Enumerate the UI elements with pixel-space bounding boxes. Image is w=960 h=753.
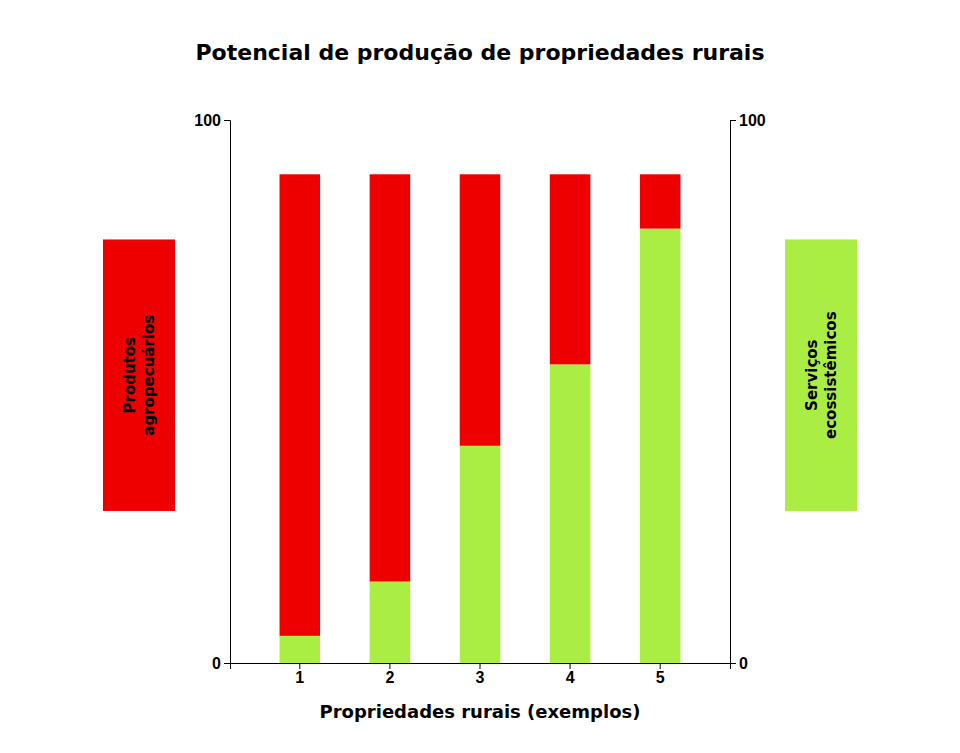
- bar-segment: [370, 174, 411, 581]
- title: Potencial de produção de propriedades ru…: [195, 40, 764, 65]
- y2-tick: 100: [730, 112, 766, 129]
- bar-segment: [640, 174, 681, 228]
- x-tick: 5: [656, 663, 665, 686]
- x-axis: 1 2 3 4 5: [231, 663, 731, 686]
- legend-label-line: ecossistêmicos: [822, 311, 840, 439]
- x-tick-mark: [389, 663, 390, 669]
- bar-segment: [280, 636, 321, 663]
- y2-tick-label: 0: [739, 655, 748, 672]
- bar-series: [280, 174, 681, 636]
- y-axis-line: [224, 121, 231, 664]
- y2-axis-line: [731, 121, 737, 664]
- y2-tick-label: 100: [739, 112, 766, 129]
- y-tick-label: 100: [194, 112, 221, 129]
- bar-segment: [640, 229, 681, 663]
- y2-tick: 0: [730, 655, 748, 672]
- y-axis: 0 100: [194, 112, 230, 672]
- bars: [280, 174, 681, 663]
- legend-entry: Serviçosecossistêmicos: [785, 239, 857, 511]
- legend-label-line: agropecuários: [140, 315, 158, 436]
- legend-label: Serviçosecossistêmicos: [803, 311, 840, 439]
- x-tick-label: 5: [656, 669, 665, 686]
- bar-segment: [460, 174, 501, 446]
- x-axis-line: [231, 664, 731, 670]
- x-tick-mark: [660, 663, 661, 669]
- y2-tick-mark: [730, 120, 736, 121]
- legend-label-line: Serviços: [803, 339, 821, 410]
- x-tick-label: 2: [385, 669, 394, 686]
- chart-container: 1 2 3 4 5 0 100 0 100 Potencial de produção de pr…: [0, 0, 960, 753]
- legend-box: [103, 239, 175, 511]
- legend-label-line: Produtos: [121, 337, 139, 414]
- legend-label: Produtosagropecuários: [121, 315, 158, 436]
- y2-axis: 0 100: [730, 112, 766, 672]
- x-tick-label: 1: [295, 669, 304, 686]
- x-tick-mark: [570, 663, 571, 669]
- y-tick: 0: [212, 655, 230, 672]
- y2-tick-mark: [730, 663, 736, 664]
- bar-segment: [550, 364, 591, 663]
- bar-segment: [460, 446, 501, 663]
- x-label: Propriedades rurais (exemplos): [320, 701, 641, 722]
- x-tick-mark: [299, 663, 300, 669]
- bar-segment: [550, 174, 591, 364]
- legend-entry: Produtosagropecuários: [103, 239, 175, 511]
- y-tick: 100: [194, 112, 230, 129]
- y-tick-label: 0: [212, 655, 221, 672]
- x-tick-mark: [480, 663, 481, 669]
- x-tick-label: 3: [476, 669, 485, 686]
- legend-box: [785, 239, 857, 511]
- bar-segment: [280, 174, 321, 636]
- x-tick: 1: [295, 663, 304, 686]
- y-tick-mark: [224, 120, 230, 121]
- x-tick: 2: [385, 663, 394, 686]
- x-tick: 4: [566, 663, 575, 686]
- chart-svg: 1 2 3 4 5 0 100 0 100 Potencial de produção de pr…: [0, 0, 960, 753]
- bar-segment: [370, 582, 411, 663]
- x-tick-label: 4: [566, 669, 575, 686]
- x-tick: 3: [476, 663, 485, 686]
- y-tick-mark: [224, 663, 230, 664]
